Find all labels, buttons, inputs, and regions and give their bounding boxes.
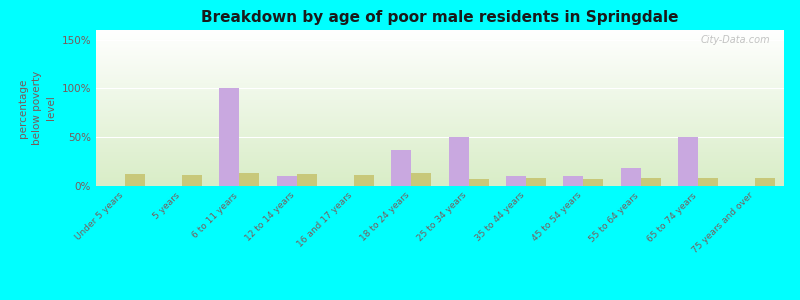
Text: City-Data.com: City-Data.com [701,35,770,45]
Bar [219,88,239,186]
Bar [391,150,411,186]
Bar [411,173,431,186]
Bar [469,179,489,186]
Bar [297,174,317,186]
Bar [583,179,603,186]
Bar [621,168,641,186]
Bar [526,178,546,186]
Bar [678,137,698,186]
Bar [239,173,259,186]
Bar [182,175,202,186]
Bar [354,175,374,186]
Bar [563,176,583,186]
Title: Breakdown by age of poor male residents in Springdale: Breakdown by age of poor male residents … [202,10,678,25]
Bar [698,178,718,186]
Bar [506,176,526,186]
Bar [755,178,775,186]
Y-axis label: percentage
below poverty
level: percentage below poverty level [18,71,56,145]
Bar [277,176,297,186]
Bar [449,137,469,186]
Bar [125,174,145,186]
Bar [641,178,661,186]
